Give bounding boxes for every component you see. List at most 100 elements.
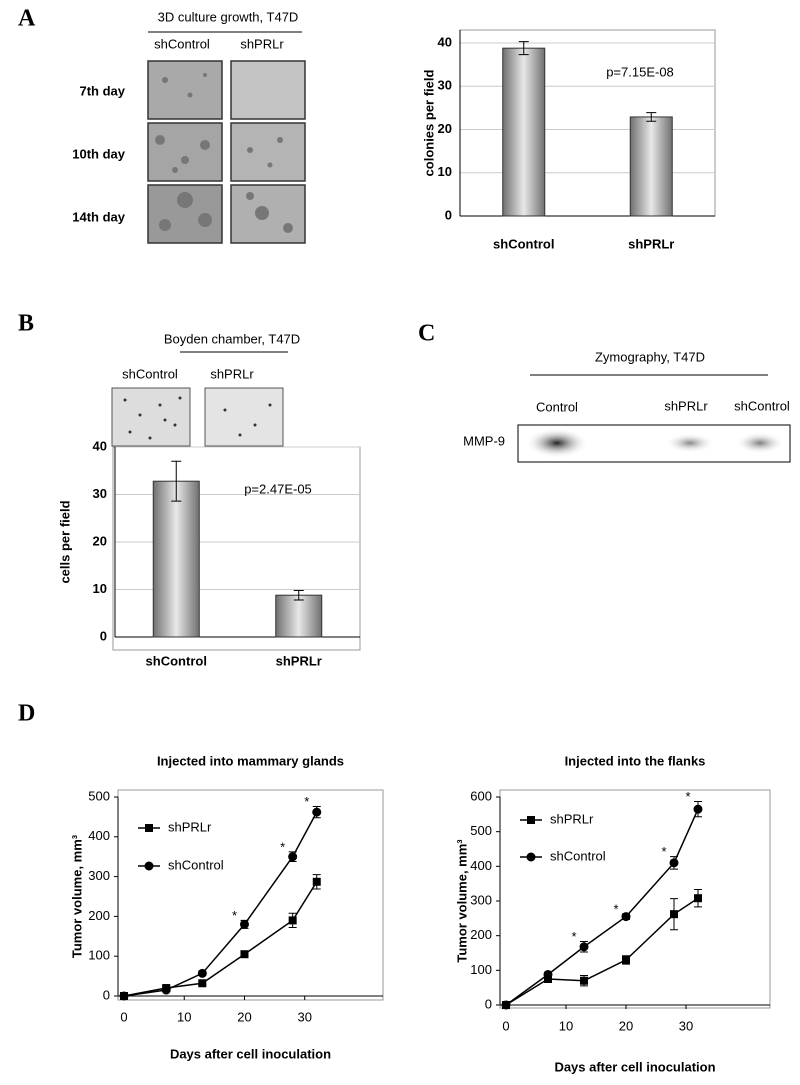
bar xyxy=(502,47,546,217)
legend-marker xyxy=(145,824,153,832)
point xyxy=(240,950,249,959)
point xyxy=(694,894,702,903)
micrographs xyxy=(147,60,306,244)
y-tick-label: 20 xyxy=(438,121,452,136)
panel-letter: A xyxy=(18,6,36,32)
error-bar xyxy=(171,460,182,502)
y-tick-label: 300 xyxy=(88,868,110,883)
y-tick-label: 0 xyxy=(485,996,492,1011)
y-tick-label: 10 xyxy=(438,164,452,179)
x-tick-label: 20 xyxy=(619,1018,633,1033)
bar xyxy=(152,480,200,638)
point xyxy=(119,991,129,1001)
lane-label: Control xyxy=(536,399,578,414)
point xyxy=(669,858,679,868)
x-tick-label: shPRLr xyxy=(276,653,322,668)
lane-label: shControl xyxy=(734,398,790,413)
point xyxy=(544,975,552,983)
micrograph xyxy=(204,387,284,447)
y-tick-label: 0 xyxy=(100,628,107,643)
series-line xyxy=(123,881,318,997)
x-tick-label: 20 xyxy=(237,1009,251,1024)
gel-band xyxy=(735,432,785,454)
legend-label: shPRLr xyxy=(550,811,594,826)
y-tick-label: 200 xyxy=(470,927,492,942)
error-bar xyxy=(646,112,657,122)
significance-mark: * xyxy=(280,839,285,854)
x-tick-label: shControl xyxy=(493,236,554,251)
x-axis-label: Days after cell inoculation xyxy=(170,1046,331,1061)
point xyxy=(239,919,249,929)
y-tick-label: 500 xyxy=(470,823,492,838)
point xyxy=(693,804,703,814)
x-tick-label: 0 xyxy=(502,1018,509,1033)
row-label: 10th day xyxy=(72,146,126,161)
x-tick-label: 10 xyxy=(177,1009,191,1024)
column-label: shControl xyxy=(122,366,178,381)
panel-letter: C xyxy=(418,321,435,347)
y-tick-label: 0 xyxy=(445,207,452,222)
legend-label: shControl xyxy=(168,857,224,872)
panel-letter: B xyxy=(18,311,34,337)
y-tick-label: 100 xyxy=(88,948,110,963)
y-tick-label: 600 xyxy=(470,788,492,803)
gel-band xyxy=(665,433,715,453)
y-tick-label: 20 xyxy=(93,533,107,548)
cells xyxy=(123,396,272,440)
band-label: MMP-9 xyxy=(463,433,505,448)
y-tick-label: 300 xyxy=(470,892,492,907)
zymography-title: Zymography, T47D xyxy=(595,349,705,364)
point xyxy=(501,1000,511,1010)
series-line xyxy=(505,897,699,1006)
significance-mark: * xyxy=(685,789,690,804)
micrograph xyxy=(111,387,191,447)
y-tick-label: 30 xyxy=(438,78,452,93)
y-tick-label: 0 xyxy=(103,987,110,1002)
row-label: 7th day xyxy=(79,83,125,98)
y-tick-label: 10 xyxy=(93,581,107,596)
y-tick-label: 200 xyxy=(88,908,110,923)
boyden-title: Boyden chamber, T47D xyxy=(164,331,300,346)
gel-band xyxy=(525,428,589,458)
y-tick-label: 400 xyxy=(88,828,110,843)
x-tick-label: 0 xyxy=(120,1009,127,1024)
x-tick-label: 30 xyxy=(679,1018,693,1033)
y-axis-label: cells per field xyxy=(57,500,72,583)
chart-title: Injected into the flanks xyxy=(565,753,706,768)
plot-frame xyxy=(117,789,384,1001)
error-bar xyxy=(518,41,529,56)
point xyxy=(579,942,589,952)
point xyxy=(670,910,678,919)
point xyxy=(622,955,630,964)
panel-letter: D xyxy=(18,701,35,727)
error-bar xyxy=(293,589,304,601)
y-axis-label: colonies per field xyxy=(421,69,436,176)
point xyxy=(312,877,321,886)
bar xyxy=(275,594,323,638)
series-line xyxy=(123,811,318,997)
y-axis-label: Tumor volume, mm³ xyxy=(454,839,469,963)
x-axis-label: Days after cell inoculation xyxy=(554,1059,715,1074)
x-tick-label: shPRLr xyxy=(628,236,674,251)
point xyxy=(288,852,298,862)
bar xyxy=(629,116,673,217)
legend-label: shPRLr xyxy=(168,819,212,834)
legend-marker xyxy=(526,852,536,862)
plot-frame xyxy=(459,29,716,217)
column-label: shPRLr xyxy=(240,36,284,51)
x-tick-label: 30 xyxy=(297,1009,311,1024)
y-tick-label: 40 xyxy=(438,34,452,49)
legend-label: shControl xyxy=(550,848,606,863)
legend-marker xyxy=(144,861,154,871)
plot-frame xyxy=(499,789,771,1009)
legend-marker xyxy=(527,816,535,824)
series-line xyxy=(505,808,699,1006)
lane-label: shPRLr xyxy=(664,398,708,413)
significance-mark: * xyxy=(304,794,309,809)
column-label: shPRLr xyxy=(210,366,254,381)
culture-title: 3D culture growth, T47D xyxy=(158,9,299,24)
point xyxy=(197,968,207,978)
x-tick-label: shControl xyxy=(146,653,207,668)
y-tick-label: 400 xyxy=(470,858,492,873)
